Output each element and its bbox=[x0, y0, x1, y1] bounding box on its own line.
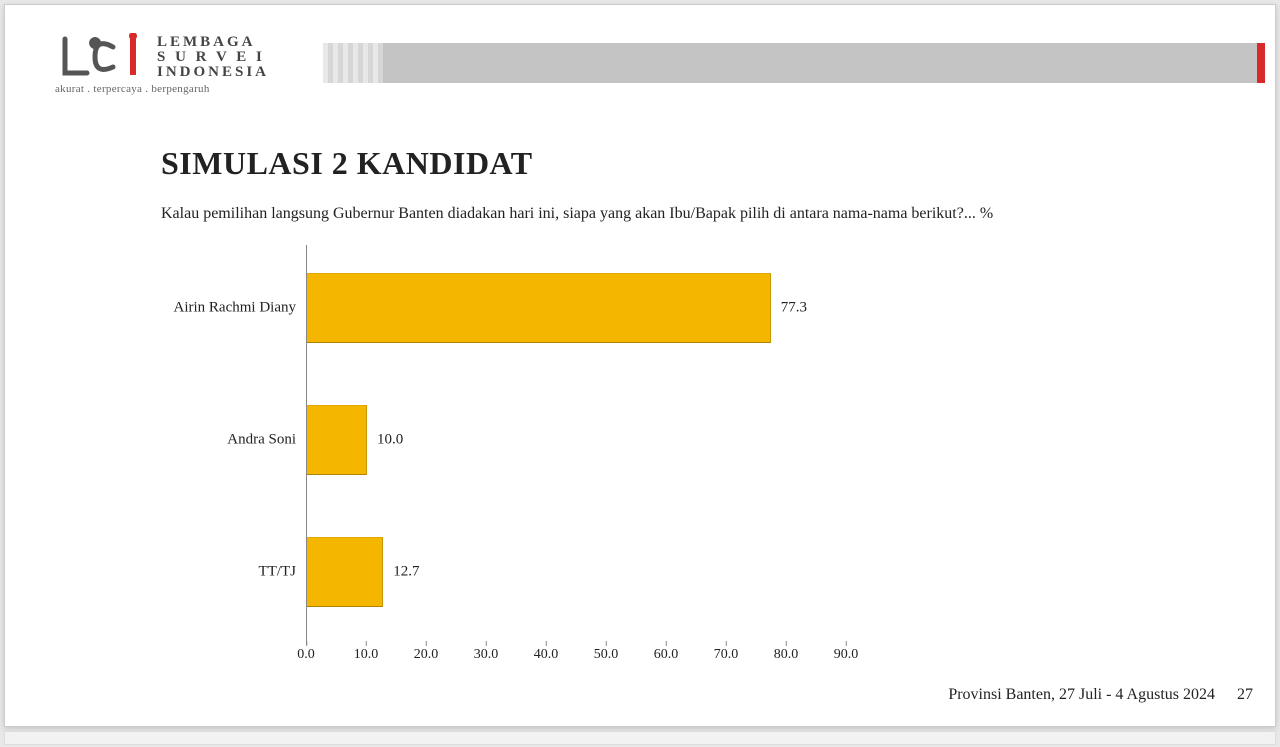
logo-line1: LEMBAGA bbox=[157, 35, 269, 50]
header: LEMBAGA S U R V E I INDONESIA akurat . t… bbox=[55, 35, 1265, 93]
x-tick: 40.0 bbox=[534, 647, 559, 663]
bar-chart: Airin Rachmi Diany77.3Andra Soni10.0TT/T… bbox=[161, 245, 991, 675]
x-tick: 20.0 bbox=[414, 647, 439, 663]
lsi-logo-icon bbox=[55, 33, 151, 81]
bar-row: Andra Soni10.0 bbox=[307, 405, 906, 475]
bar bbox=[307, 405, 367, 475]
x-tick: 0.0 bbox=[297, 647, 315, 663]
slide-title: SIMULASI 2 KANDIDAT bbox=[161, 145, 533, 182]
logo-tagline: akurat . terpercaya . berpengaruh bbox=[55, 83, 315, 95]
x-tick: 60.0 bbox=[654, 647, 679, 663]
logo-line2: S U R V E I bbox=[157, 50, 269, 65]
plot-area: Airin Rachmi Diany77.3 Andra Soni10.0 TT/T… bbox=[306, 245, 906, 645]
bar-row: TT/TJ12.7 bbox=[307, 537, 906, 607]
x-tick: 50.0 bbox=[594, 647, 619, 663]
logo-text: LEMBAGA S U R V E I INDONESIA bbox=[157, 35, 269, 80]
logo: LEMBAGA S U R V E I INDONESIA akurat . t… bbox=[55, 33, 295, 95]
bar-label: TT/TJ bbox=[259, 564, 297, 581]
footer-note: Provinsi Banten, 27 Juli - 4 Agustus 202… bbox=[948, 686, 1215, 704]
header-decor-bar bbox=[323, 43, 1265, 83]
x-tick: 70.0 bbox=[714, 647, 739, 663]
thumbnail-strip bbox=[4, 731, 1276, 745]
logo-line3: INDONESIA bbox=[157, 65, 269, 80]
page-number: 27 bbox=[1237, 686, 1253, 704]
x-axis-ticks: 0.010.020.030.040.050.060.070.080.090.0 bbox=[306, 647, 906, 675]
bar-value: 77.3 bbox=[781, 300, 807, 317]
bar-value: 12.7 bbox=[393, 564, 419, 581]
slide-subtitle: Kalau pemilihan langsung Gubernur Banten… bbox=[161, 205, 993, 223]
bar bbox=[307, 273, 771, 343]
bar-row: Airin Rachmi Diany77.3 bbox=[307, 273, 906, 343]
bar bbox=[307, 537, 383, 607]
slide-page: LEMBAGA S U R V E I INDONESIA akurat . t… bbox=[4, 4, 1276, 727]
x-tick: 10.0 bbox=[354, 647, 379, 663]
bar-label: Andra Soni bbox=[227, 432, 296, 449]
x-tick: 30.0 bbox=[474, 647, 499, 663]
bar-label: Airin Rachmi Diany bbox=[174, 300, 296, 317]
bar-value: 10.0 bbox=[377, 432, 403, 449]
x-tick: 80.0 bbox=[774, 647, 799, 663]
x-tick: 90.0 bbox=[834, 647, 859, 663]
